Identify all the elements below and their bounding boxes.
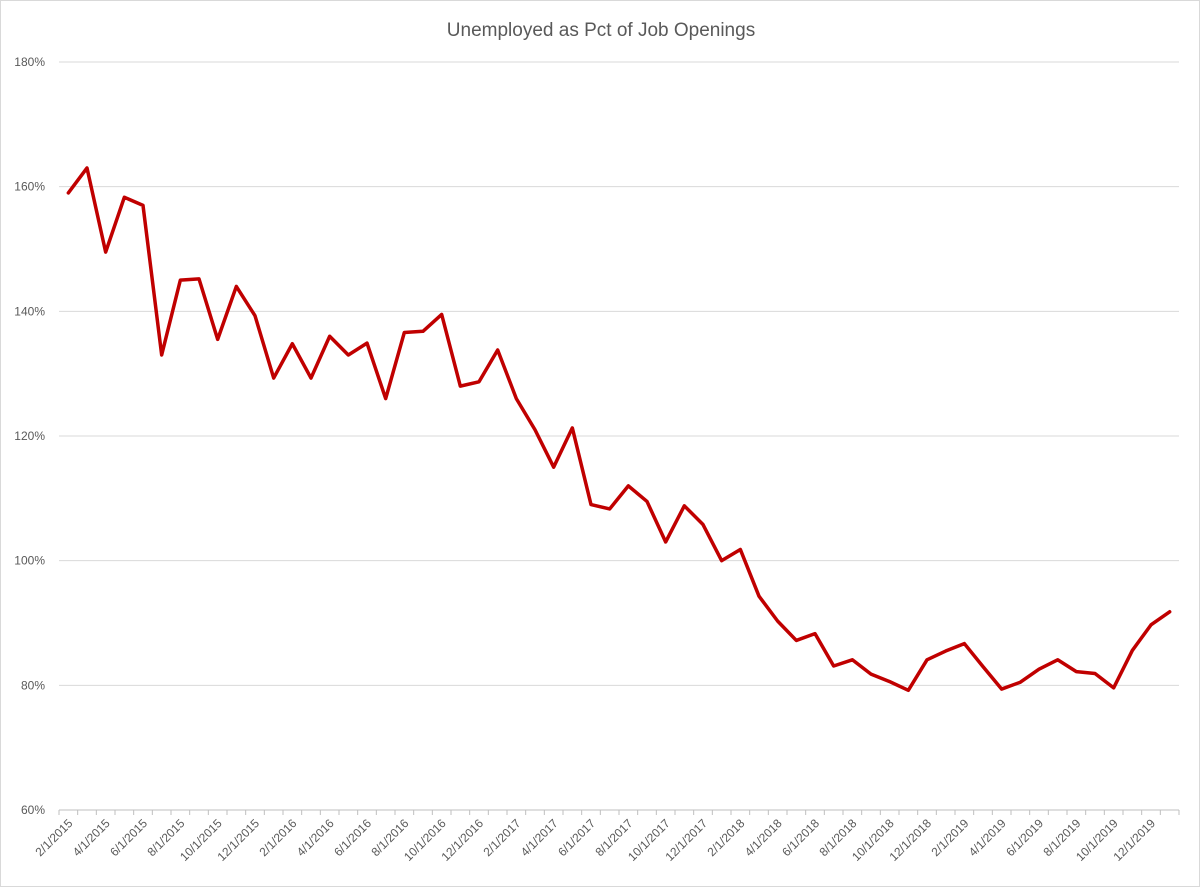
data-point [888, 680, 891, 683]
data-point [608, 507, 611, 510]
data-point [720, 559, 723, 562]
data-point [365, 342, 368, 345]
x-tick-label: 6/1/2016 [331, 816, 374, 859]
data-point [291, 342, 294, 345]
x-tick-label: 4/1/2015 [70, 816, 113, 859]
data-point [1131, 649, 1134, 652]
data-point [701, 523, 704, 526]
x-tick-label: 4/1/2018 [742, 816, 785, 859]
y-tick-label: 80% [21, 678, 45, 692]
data-point [253, 314, 256, 317]
data-point [347, 353, 350, 356]
y-tick-label: 160% [14, 180, 45, 194]
data-point [197, 277, 200, 280]
data-point [795, 639, 798, 642]
data-point [477, 380, 480, 383]
data-point [67, 191, 70, 194]
data-point [981, 665, 984, 668]
data-point [645, 500, 648, 503]
data-point [1000, 687, 1003, 690]
data-point [944, 649, 947, 652]
data-point [757, 595, 760, 598]
data-point [1112, 686, 1115, 689]
y-tick-label: 140% [14, 304, 45, 318]
data-point [907, 689, 910, 692]
x-tick-label: 2/1/2018 [705, 816, 748, 859]
y-tick-label: 60% [21, 803, 45, 817]
data-point [1056, 658, 1059, 661]
y-axis-tick-labels: 60% 80% 100% 120% 140% 160% 180% [14, 55, 45, 817]
series-points [67, 166, 1172, 692]
chart-title: Unemployed as Pct of Job Openings [447, 20, 755, 41]
y-tick-label: 100% [14, 554, 45, 568]
data-point [571, 426, 574, 429]
data-point [104, 251, 107, 254]
x-tick-label: 2/1/2016 [257, 816, 300, 859]
x-tick-label: 6/1/2017 [555, 816, 598, 859]
data-point [813, 632, 816, 635]
data-point [216, 338, 219, 341]
data-point [496, 348, 499, 351]
data-point [1149, 623, 1152, 626]
data-point [85, 166, 88, 169]
data-point [235, 285, 238, 288]
x-tick-label: 4/1/2016 [294, 816, 337, 859]
data-point [664, 540, 667, 543]
x-tick-label: 6/1/2018 [779, 816, 822, 859]
data-point [515, 397, 518, 400]
data-point [179, 279, 182, 282]
y-tick-label: 120% [14, 429, 45, 443]
data-point [776, 620, 779, 623]
x-tick-label: 2/1/2017 [481, 816, 524, 859]
data-point [533, 428, 536, 431]
data-point [589, 503, 592, 506]
y-tick-label: 180% [14, 55, 45, 69]
data-point [309, 376, 312, 379]
x-tick-label: 6/1/2015 [107, 816, 150, 859]
data-point [421, 330, 424, 333]
data-point [160, 353, 163, 356]
x-tick-label: 4/1/2017 [518, 816, 561, 859]
x-axis-tick-labels: 2/1/20154/1/20156/1/20158/1/201510/1/201… [33, 816, 1159, 864]
x-tick-label: 6/1/2019 [1003, 816, 1046, 859]
data-point [683, 504, 686, 507]
data-point [403, 331, 406, 334]
x-tick-label: 2/1/2019 [929, 816, 972, 859]
data-point [832, 664, 835, 667]
data-point [1037, 668, 1040, 671]
data-point [328, 335, 331, 338]
x-tick-label: 2/1/2015 [33, 816, 76, 859]
data-point [459, 385, 462, 388]
data-point [1019, 681, 1022, 684]
data-point [739, 548, 742, 551]
data-point [851, 658, 854, 661]
data-point [123, 196, 126, 199]
data-point [141, 204, 144, 207]
data-point [384, 397, 387, 400]
series-line-1 [66, 166, 1172, 693]
data-point [272, 376, 275, 379]
data-point [1168, 610, 1171, 613]
data-point [1075, 670, 1078, 673]
x-axis [58, 809, 1180, 815]
series-layer [66, 166, 1172, 693]
data-point [1093, 672, 1096, 675]
grid-lines [59, 61, 1179, 686]
data-point [963, 642, 966, 645]
data-point [440, 313, 443, 316]
data-point [627, 484, 630, 487]
data-point [869, 673, 872, 676]
data-point [552, 466, 555, 469]
data-point [925, 658, 928, 661]
x-tick-label: 4/1/2019 [966, 816, 1009, 859]
